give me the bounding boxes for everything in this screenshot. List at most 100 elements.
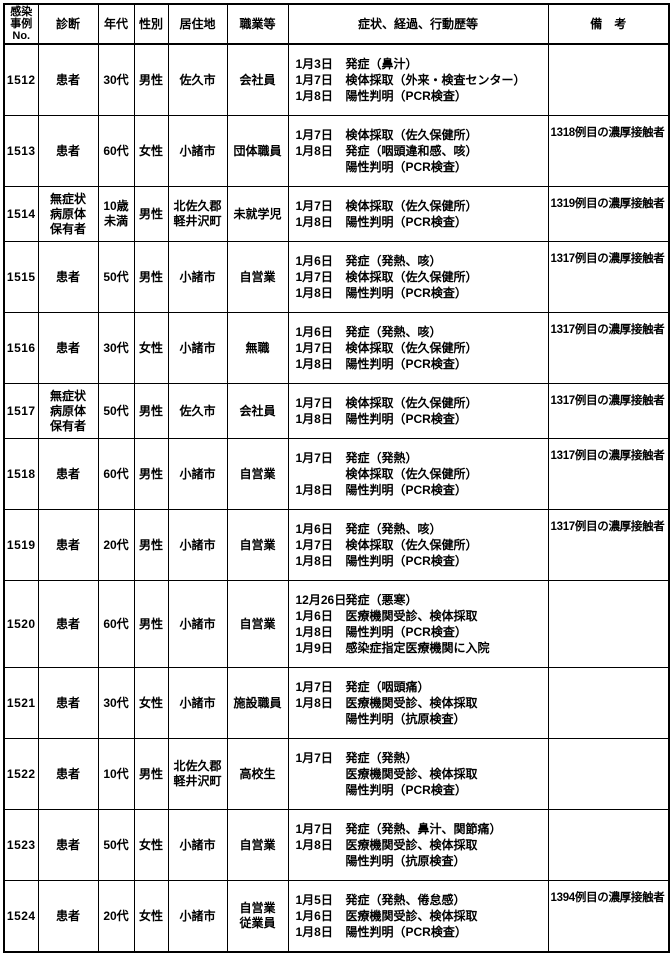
cell-sex: 男性	[133, 186, 169, 242]
cell-diagnosis: 無症状 病原体 保有者	[37, 383, 99, 439]
timeline-text: 陽性判明（抗原検査）	[345, 712, 466, 726]
cell-case-no: 1513	[3, 115, 39, 187]
timeline-date: 1月8日	[295, 925, 333, 939]
cell-case-no: 1521	[3, 667, 39, 739]
cell-residence: 佐久市	[167, 43, 228, 116]
timeline-text: 発症（鼻汁）	[345, 57, 418, 71]
cell-age: 30代	[97, 667, 135, 739]
timeline-date: 1月8日	[295, 412, 333, 426]
timeline-text: 発症（悪寒）	[345, 593, 418, 607]
timeline-entry: 12月26日 発症（悪寒）	[296, 592, 544, 608]
timeline-date: 1月6日	[295, 909, 333, 923]
cell-case-no: 1523	[3, 809, 39, 881]
timeline-entry: 陽性判明（抗原検査）	[296, 711, 544, 727]
table-row: 1517 無症状 病原体 保有者 50代 男性 佐久市 会社員 1月7日 検体採取…	[3, 383, 670, 439]
header-sex: 性別	[133, 3, 169, 45]
cell-occupation: 自営業	[226, 241, 289, 313]
timeline-text: 発症（発熱、咳）	[345, 522, 442, 536]
timeline-entry: 1月8日 発症（咽頭違和感、咳）	[296, 143, 544, 159]
cell-age: 60代	[97, 438, 135, 510]
cell-occupation: 会社員	[226, 383, 289, 439]
cell-residence: 小諸市	[167, 312, 228, 384]
cell-case-no: 1515	[3, 241, 39, 313]
cell-case-no: 1519	[3, 509, 39, 581]
cell-occupation: 会社員	[226, 43, 289, 116]
timeline-date	[296, 711, 346, 727]
timeline-text: 医療機関受診、検体採取	[345, 909, 478, 923]
cell-remarks	[547, 580, 670, 668]
timeline-entry: 1月8日 医療機関受診、検体採取	[296, 695, 544, 711]
cell-symptoms: 1月5日 発症（発熱、倦怠感） 1月6日 医療機関受診、検体採取 1月8日 陽性判明（PC…	[287, 880, 549, 953]
timeline-date: 1月8日	[295, 483, 333, 497]
timeline-date: 1月8日	[295, 838, 333, 852]
cell-diagnosis: 患者	[37, 115, 99, 187]
timeline-date: 1月8日	[295, 215, 333, 229]
cell-residence: 北佐久郡 軽井沢町	[167, 186, 228, 242]
timeline-entry: 陽性判明（PCR検査）	[296, 782, 544, 798]
cell-residence: 小諸市	[167, 880, 228, 953]
case-table-body: 1512 患者 30代 男性 佐久市 会社員 1月3日 発症（鼻汁） 1月7日 検体採…	[3, 43, 670, 953]
timeline-date	[296, 853, 346, 869]
cell-age: 60代	[97, 580, 135, 668]
timeline-text: 陽性判明（PCR検査）	[345, 160, 467, 174]
cell-residence: 小諸市	[167, 580, 228, 668]
timeline-text: 陽性判明（PCR検査）	[345, 925, 467, 939]
timeline-date: 1月6日	[295, 609, 333, 623]
timeline-text: 発症（咽頭違和感、咳）	[345, 144, 478, 158]
timeline-entry: 1月6日 発症（発熱、咳）	[296, 324, 544, 340]
cell-age: 20代	[97, 509, 135, 581]
header-row: 感染 事例 No. 診断 年代 性別 居住地 職業等 症状、経過、行動歴等 備 …	[3, 3, 670, 45]
timeline-entry: 1月8日 医療機関受診、検体採取	[296, 837, 544, 853]
cell-occupation: 自営業	[226, 580, 289, 668]
cell-occupation: 高校生	[226, 738, 289, 810]
table-row: 1521 患者 30代 女性 小諸市 施設職員 1月7日 発症（咽頭痛） 1月8日医…	[3, 667, 670, 739]
table-row: 1518 患者 60代 男性 小諸市 自営業 1月7日 発症（発熱） 検体採取（佐久…	[3, 438, 670, 510]
cell-sex: 男性	[133, 383, 169, 439]
timeline-entry: 1月7日 検体採取（佐久保健所）	[296, 395, 544, 411]
timeline-text: 検体採取（佐久保健所）	[345, 128, 478, 142]
timeline-text: 検体採取（佐久保健所）	[345, 341, 478, 355]
timeline-date: 1月8日	[295, 144, 333, 158]
timeline-text: 陽性判明（PCR検査）	[345, 286, 467, 300]
cell-remarks: 1317例目の濃厚接触者	[547, 438, 670, 510]
timeline-text: 検体採取（佐久保健所）	[345, 467, 478, 481]
header-symptoms: 症状、経過、行動歴等	[287, 3, 549, 45]
cell-age: 10歳 未満	[97, 186, 135, 242]
timeline-entry: 医療機関受診、検体採取	[296, 766, 544, 782]
timeline-date: 1月5日	[295, 893, 333, 907]
cell-age: 60代	[97, 115, 135, 187]
timeline-entry: 1月8日 陽性判明（PCR検査）	[296, 214, 544, 230]
cell-remarks	[547, 43, 670, 116]
timeline-date: 1月3日	[295, 57, 333, 71]
timeline-entry: 1月9日 感染症指定医療機関に入院	[296, 640, 544, 656]
table-row: 1516 患者 30代 女性 小諸市 無職 1月6日 発症（発熱、咳） 1月7日 検体…	[3, 312, 670, 384]
timeline-text: 医療機関受診、検体採取	[345, 609, 478, 623]
timeline-text: 感染症指定医療機関に入院	[345, 641, 490, 655]
timeline-text: 検体採取（佐久保健所）	[345, 396, 478, 410]
cell-age: 50代	[97, 241, 135, 313]
cell-occupation: 自営業	[226, 509, 289, 581]
timeline-text: 発症（発熱）	[345, 451, 418, 465]
cell-remarks: 1319例目の濃厚接触者	[547, 186, 670, 242]
cell-symptoms: 1月7日 発症（発熱、鼻汁、関節痛） 1月8日 医療機関受診、検体採取 陽性判明（抗原検…	[287, 809, 549, 881]
timeline-entry: 1月7日 発症（咽頭痛）	[296, 679, 544, 695]
cell-diagnosis: 患者	[37, 809, 99, 881]
timeline-date: 1月8日	[295, 357, 333, 371]
timeline-text: 検体採取（佐久保健所）	[345, 270, 478, 284]
cell-residence: 北佐久郡 軽井沢町	[167, 738, 228, 810]
cell-residence: 小諸市	[167, 809, 228, 881]
cell-remarks	[547, 738, 670, 810]
timeline-text: 発症（咽頭痛）	[345, 680, 430, 694]
cell-sex: 女性	[133, 667, 169, 739]
timeline-entry: 1月8日 陽性判明（PCR検査）	[296, 624, 544, 640]
cell-occupation: 未就学児	[226, 186, 289, 242]
timeline-entry: 1月8日 陽性判明（PCR検査）	[296, 553, 544, 569]
cell-diagnosis: 患者	[37, 880, 99, 953]
infection-case-table: 感染 事例 No. 診断 年代 性別 居住地 職業等 症状、経過、行動歴等 備 …	[3, 3, 670, 953]
timeline-entry: 1月6日 発症（発熱、咳）	[296, 521, 544, 537]
timeline-date	[296, 782, 346, 798]
timeline-text: 陽性判明（PCR検査）	[345, 625, 467, 639]
timeline-entry: 1月7日 検体採取（外来・検査センター）	[296, 72, 544, 88]
timeline-entry: 1月7日 発症（発熱、鼻汁、関節痛）	[296, 821, 544, 837]
timeline-text: 陽性判明（抗原検査）	[345, 854, 466, 868]
